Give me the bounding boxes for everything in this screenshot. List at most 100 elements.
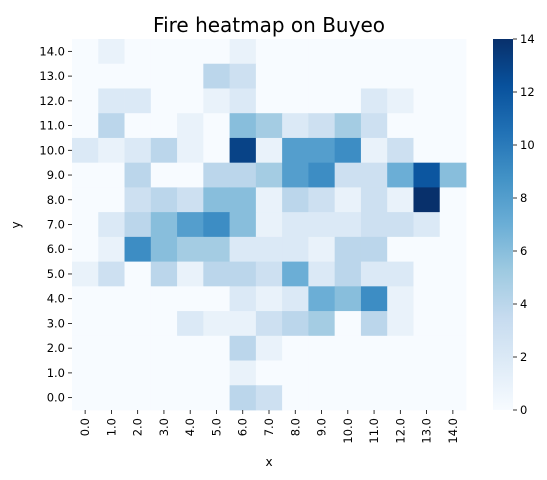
heatmap-cell bbox=[150, 162, 178, 188]
heatmap-cell bbox=[282, 311, 309, 337]
heatmap-cell bbox=[255, 311, 283, 337]
heatmap-cell bbox=[150, 335, 178, 361]
y-tick-label: 12.0 bbox=[39, 94, 65, 108]
heatmap-cell bbox=[229, 385, 257, 411]
heatmap-cell bbox=[360, 286, 388, 312]
heatmap-cell bbox=[203, 162, 230, 188]
heatmap-cell bbox=[439, 360, 467, 386]
heatmap-cell bbox=[413, 212, 441, 238]
heatmap-cell bbox=[255, 236, 283, 262]
heatmap-cell bbox=[334, 261, 362, 287]
heatmap-cell bbox=[124, 39, 152, 65]
heatmap-cell bbox=[203, 113, 230, 139]
heatmap-cell bbox=[124, 212, 152, 238]
heatmap-cell bbox=[255, 286, 283, 312]
heatmap-cell bbox=[72, 286, 99, 312]
heatmap-cell bbox=[360, 335, 388, 361]
heatmap-cell bbox=[177, 162, 204, 188]
heatmap-cell bbox=[387, 261, 414, 287]
y-axis-label: y bbox=[9, 221, 23, 228]
heatmap-cell bbox=[360, 261, 388, 287]
heatmap-cell bbox=[203, 261, 230, 287]
heatmap-cell bbox=[308, 39, 336, 65]
y-tick-label: 13.0 bbox=[39, 69, 65, 83]
heatmap-cell bbox=[334, 187, 362, 213]
heatmap-cell bbox=[203, 63, 230, 89]
heatmap-cell bbox=[72, 335, 99, 361]
heatmap-cell bbox=[229, 311, 257, 337]
x-tick-label: 12.0 bbox=[393, 418, 407, 444]
heatmap-cell bbox=[177, 335, 204, 361]
heatmap-cell bbox=[387, 385, 414, 411]
x-axis-label: x bbox=[265, 455, 272, 469]
heatmap-cell bbox=[72, 236, 99, 262]
heatmap-cell bbox=[255, 63, 283, 89]
heatmap-cell bbox=[203, 385, 230, 411]
colorbar-ticks: 0 2 4 6 8 10 12 14 bbox=[513, 32, 535, 417]
colorbar-tick-label: 12 bbox=[520, 85, 535, 99]
heatmap-cell bbox=[334, 360, 362, 386]
heatmap-cell bbox=[124, 311, 152, 337]
heatmap-cell bbox=[413, 385, 441, 411]
heatmap-cell bbox=[360, 360, 388, 386]
heatmap-cell bbox=[229, 187, 257, 213]
heatmap-cell bbox=[72, 360, 99, 386]
x-tick-label: 6.0 bbox=[236, 418, 250, 436]
heatmap-cell bbox=[360, 137, 388, 164]
heatmap-cell bbox=[255, 335, 283, 361]
heatmap-cell bbox=[439, 385, 467, 411]
heatmap-cell bbox=[229, 63, 257, 89]
heatmap-cell bbox=[413, 63, 441, 89]
heatmap-cell bbox=[282, 360, 309, 386]
heatmap-cell bbox=[413, 360, 441, 386]
heatmap-cell bbox=[72, 162, 99, 188]
heatmap-cell bbox=[150, 88, 178, 114]
heatmap-cell bbox=[150, 187, 178, 213]
heatmap-cell bbox=[308, 113, 336, 139]
heatmap-cell bbox=[229, 261, 257, 287]
heatmap-cell bbox=[98, 88, 125, 114]
heatmap-cell bbox=[229, 360, 257, 386]
heatmap-cell bbox=[387, 39, 414, 65]
x-tick-label: 4.0 bbox=[183, 418, 197, 436]
heatmap-cell bbox=[360, 187, 388, 213]
heatmap-cell bbox=[229, 212, 257, 238]
heatmap-cell bbox=[203, 88, 230, 114]
heatmap-cell bbox=[98, 335, 125, 361]
heatmap-cells bbox=[72, 39, 467, 411]
heatmap-cell bbox=[124, 335, 152, 361]
heatmap-cell bbox=[177, 360, 204, 386]
heatmap-cell bbox=[150, 113, 178, 139]
heatmap-cell bbox=[387, 335, 414, 361]
heatmap-cell bbox=[203, 187, 230, 213]
colorbar-tick-label: 0 bbox=[520, 403, 527, 417]
heatmap-cell bbox=[72, 212, 99, 238]
heatmap-cell bbox=[282, 212, 309, 238]
heatmap-cell bbox=[98, 261, 125, 287]
heatmap-cell bbox=[413, 162, 441, 188]
x-tick-label: 14.0 bbox=[446, 418, 460, 444]
heatmap-cell bbox=[150, 63, 178, 89]
heatmap-cell bbox=[255, 162, 283, 188]
heatmap-cell bbox=[413, 311, 441, 337]
heatmap-cell bbox=[334, 137, 362, 164]
heatmap-cell bbox=[308, 360, 336, 386]
heatmap-cell bbox=[334, 39, 362, 65]
heatmap-cell bbox=[360, 88, 388, 114]
heatmap-cell bbox=[282, 286, 309, 312]
heatmap-cell bbox=[177, 187, 204, 213]
heatmap-cell bbox=[124, 162, 152, 188]
heatmap-cell bbox=[439, 335, 467, 361]
heatmap-cell bbox=[150, 137, 178, 164]
heatmap-cell bbox=[177, 261, 204, 287]
heatmap-cell bbox=[413, 187, 441, 213]
heatmap-cell bbox=[308, 286, 336, 312]
heatmap-cell bbox=[124, 63, 152, 89]
heatmap-cell bbox=[308, 187, 336, 213]
heatmap-cell bbox=[177, 236, 204, 262]
heatmap-cell bbox=[413, 39, 441, 65]
heatmap-cell bbox=[360, 113, 388, 139]
heatmap-cell bbox=[203, 212, 230, 238]
heatmap-cell bbox=[124, 113, 152, 139]
heatmap-cell bbox=[150, 39, 178, 65]
